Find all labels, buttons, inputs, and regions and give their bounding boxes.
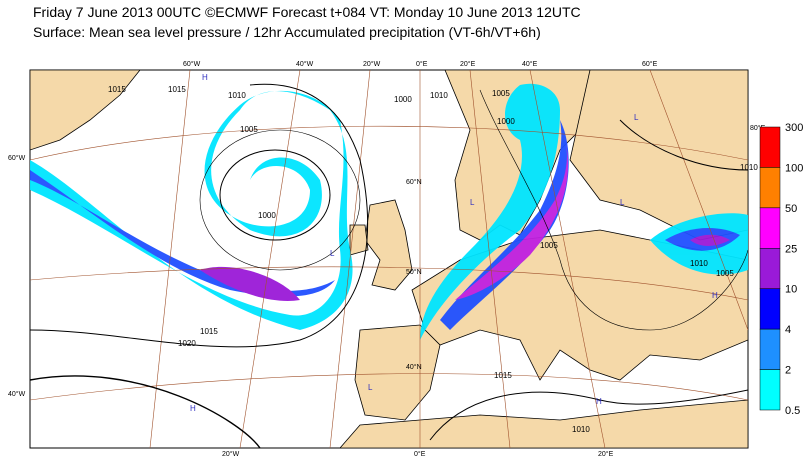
graticule-label: 60°W <box>8 154 26 162</box>
graticule-label: 40°W <box>8 390 26 398</box>
legend-label: 4 <box>785 324 791 336</box>
pressure-center: L <box>470 198 475 207</box>
isobar-label: 1015 <box>494 371 512 380</box>
graticule-label: 20°E <box>460 60 476 68</box>
pressure-center: H <box>712 291 718 300</box>
isobar-label: 1000 <box>394 95 412 104</box>
isobar-label: 1015 <box>168 85 186 94</box>
legend-swatch <box>759 288 781 330</box>
isobar-label: 1005 <box>240 125 258 134</box>
graticule-label: 20°W <box>222 450 240 458</box>
pressure-center: H <box>202 73 208 82</box>
isobar-label: 1010 <box>740 163 758 172</box>
graticule-label: 80°E <box>750 124 766 132</box>
legend-swatch <box>759 369 781 411</box>
isobar-label: 1005 <box>540 241 558 250</box>
legend-swatch <box>759 207 781 249</box>
legend-swatch <box>759 167 781 209</box>
isobar-label: 1010 <box>228 91 246 100</box>
isobar-label: 1005 <box>716 269 734 278</box>
graticule-label: 50°N <box>406 268 422 276</box>
graticule-label: 60°W <box>183 60 201 68</box>
subtitle-line: Surface: Mean sea level pressure / 12hr … <box>33 24 541 40</box>
legend-label: 50 <box>785 203 797 215</box>
graticule-label: 0°E <box>414 450 426 458</box>
graticule-label: 40°N <box>406 363 422 371</box>
isobar-label: 1010 <box>572 425 590 434</box>
graticule-label: 40°W <box>296 60 314 68</box>
graticule-label: 20°W <box>363 60 381 68</box>
pressure-center: L <box>330 249 335 258</box>
pressure-center: H <box>190 404 196 413</box>
pressure-center: L <box>368 383 373 392</box>
graticule-label: 0°E <box>416 60 428 68</box>
graticule-label: 60°E <box>642 60 658 68</box>
isobar-label: 1000 <box>497 117 515 126</box>
legend-swatch <box>759 248 781 289</box>
isobar-label: 1020 <box>178 339 196 348</box>
graticule-label: 60°N <box>406 178 422 186</box>
isobar-label: 1005 <box>492 89 510 98</box>
legend-label: 10 <box>785 284 797 296</box>
isobar-label: 1015 <box>200 327 218 336</box>
isobar-label: 1000 <box>258 211 276 220</box>
pressure-center: H <box>596 397 602 406</box>
isobar-label: 1010 <box>690 259 708 268</box>
legend-label: 100 <box>785 162 803 174</box>
pressure-center: L <box>620 198 625 207</box>
legend-swatch <box>759 328 781 370</box>
isobar-label: 1010 <box>430 91 448 100</box>
title-line: Friday 7 June 2013 00UTC ©ECMWF Forecast… <box>33 4 581 20</box>
graticule-label: 40°E <box>522 60 538 68</box>
legend-label: 0.5 <box>785 405 800 417</box>
isobar-label: 1015 <box>108 85 126 94</box>
legend-swatch <box>759 126 781 168</box>
legend-label: 2 <box>785 365 791 377</box>
map <box>29 69 749 449</box>
graticule-label: 20°E <box>598 450 614 458</box>
pressure-center: L <box>634 113 639 122</box>
legend-label: 25 <box>785 243 797 255</box>
legend-label: 300 <box>785 122 803 134</box>
